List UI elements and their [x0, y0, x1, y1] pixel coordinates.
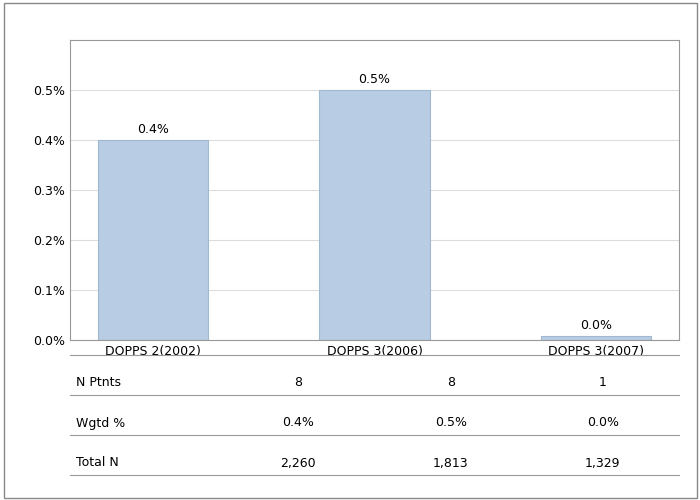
Text: 0.4%: 0.4%	[137, 123, 169, 136]
Text: Wgtd %: Wgtd %	[76, 416, 125, 430]
Text: N Ptnts: N Ptnts	[76, 376, 121, 390]
Text: Total N: Total N	[76, 456, 119, 469]
Text: 2,260: 2,260	[281, 456, 316, 469]
Text: 1,813: 1,813	[433, 456, 468, 469]
Text: 0.4%: 0.4%	[282, 416, 314, 430]
Text: 8: 8	[295, 376, 302, 390]
Bar	[540, 336, 651, 340]
Text: 1,329: 1,329	[585, 456, 621, 469]
Text: 0.5%: 0.5%	[358, 73, 391, 86]
Bar	[319, 90, 430, 340]
Text: 8: 8	[447, 376, 454, 390]
Text: 0.5%: 0.5%	[435, 416, 467, 430]
Text: 0.0%: 0.0%	[587, 416, 619, 430]
Text: 1: 1	[599, 376, 607, 390]
Text: 0.0%: 0.0%	[580, 320, 612, 332]
Bar	[98, 140, 209, 340]
